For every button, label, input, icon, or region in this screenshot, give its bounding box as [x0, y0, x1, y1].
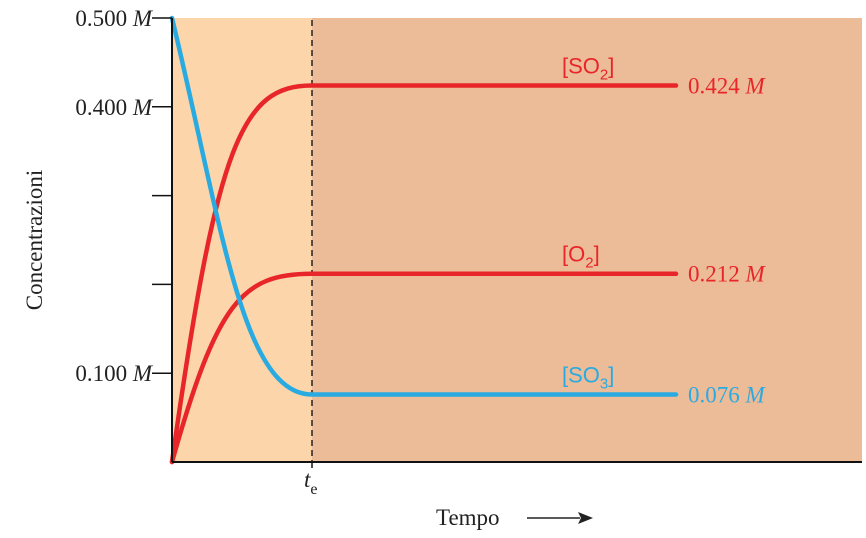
axes: [152, 17, 862, 468]
x-axis-arrow-head: [578, 512, 593, 524]
series-line: [169, 83, 679, 465]
series-name-label: [SO3]: [562, 363, 614, 393]
y-tick-label: 0.500 M: [75, 6, 154, 31]
x-axis-label: Tempo: [436, 505, 500, 530]
equilibrium-time-label: te: [304, 467, 318, 498]
series-name-label: [O2]: [562, 242, 600, 272]
series-name-label: [SO2]: [562, 53, 614, 83]
y-axis-label: Concentrazioni: [22, 170, 47, 311]
series-line: [169, 15, 679, 397]
labels: [SO2] 0.424 M [O2] 0.212 M [SO3] 0.076 M 0.500…: [22, 6, 767, 530]
y-tick-label: 0.100 M: [75, 361, 154, 386]
series-end-value: 0.212 M: [688, 262, 767, 287]
series-end-value: 0.076 M: [688, 383, 767, 408]
series-line: [169, 271, 679, 465]
series-end-value: 0.424 M: [688, 73, 767, 98]
series-layer: [169, 15, 679, 465]
equilibrium-region: [312, 18, 862, 462]
y-tick-label: 0.400 M: [75, 95, 154, 120]
